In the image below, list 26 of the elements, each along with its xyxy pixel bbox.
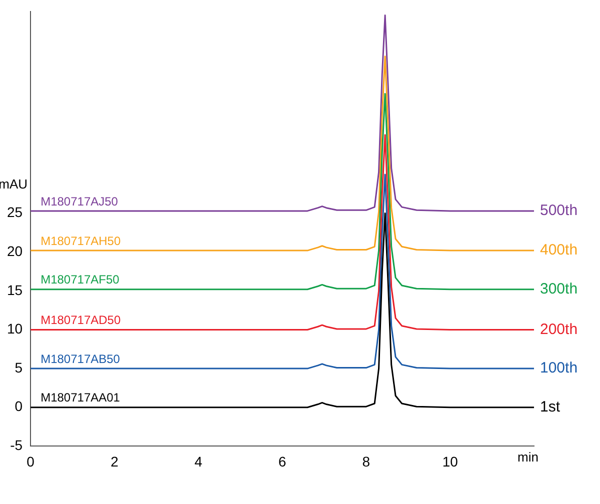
series-label: 1st: [540, 398, 561, 416]
y-tick-label: -5: [10, 437, 23, 454]
y-tick-label: 10: [6, 320, 23, 337]
x-tick-label: 0: [26, 453, 35, 470]
y-tick-label: 0: [14, 398, 23, 414]
series-label: 200th: [540, 320, 578, 338]
x-tick-label: 10: [442, 453, 458, 470]
x-tick-label: 6: [278, 453, 286, 470]
x-axis-title: min: [518, 449, 538, 464]
x-tick-label: 4: [194, 453, 202, 470]
annotation: M180717AB50: [40, 352, 120, 366]
x-tick-label: 2: [110, 453, 119, 470]
annotation: M180717AH50: [40, 234, 121, 248]
series-label: 100th: [540, 360, 578, 377]
y-tick-label: 5: [14, 359, 23, 376]
annotation: M180717AD50: [40, 313, 121, 328]
series-label: 500th: [540, 202, 578, 220]
y-tick-label: 15: [6, 282, 23, 298]
x-tick-label: 8: [362, 453, 370, 470]
y-tick-label: 20: [6, 242, 23, 259]
series-label: 300th: [540, 280, 578, 298]
annotation: M180717AJ50: [40, 194, 118, 208]
annotation: M180717AA01: [40, 390, 120, 405]
y-tick-label: 25: [6, 204, 23, 220]
series-label: 400th: [540, 242, 578, 259]
annotation: M180717AF50: [40, 272, 120, 287]
